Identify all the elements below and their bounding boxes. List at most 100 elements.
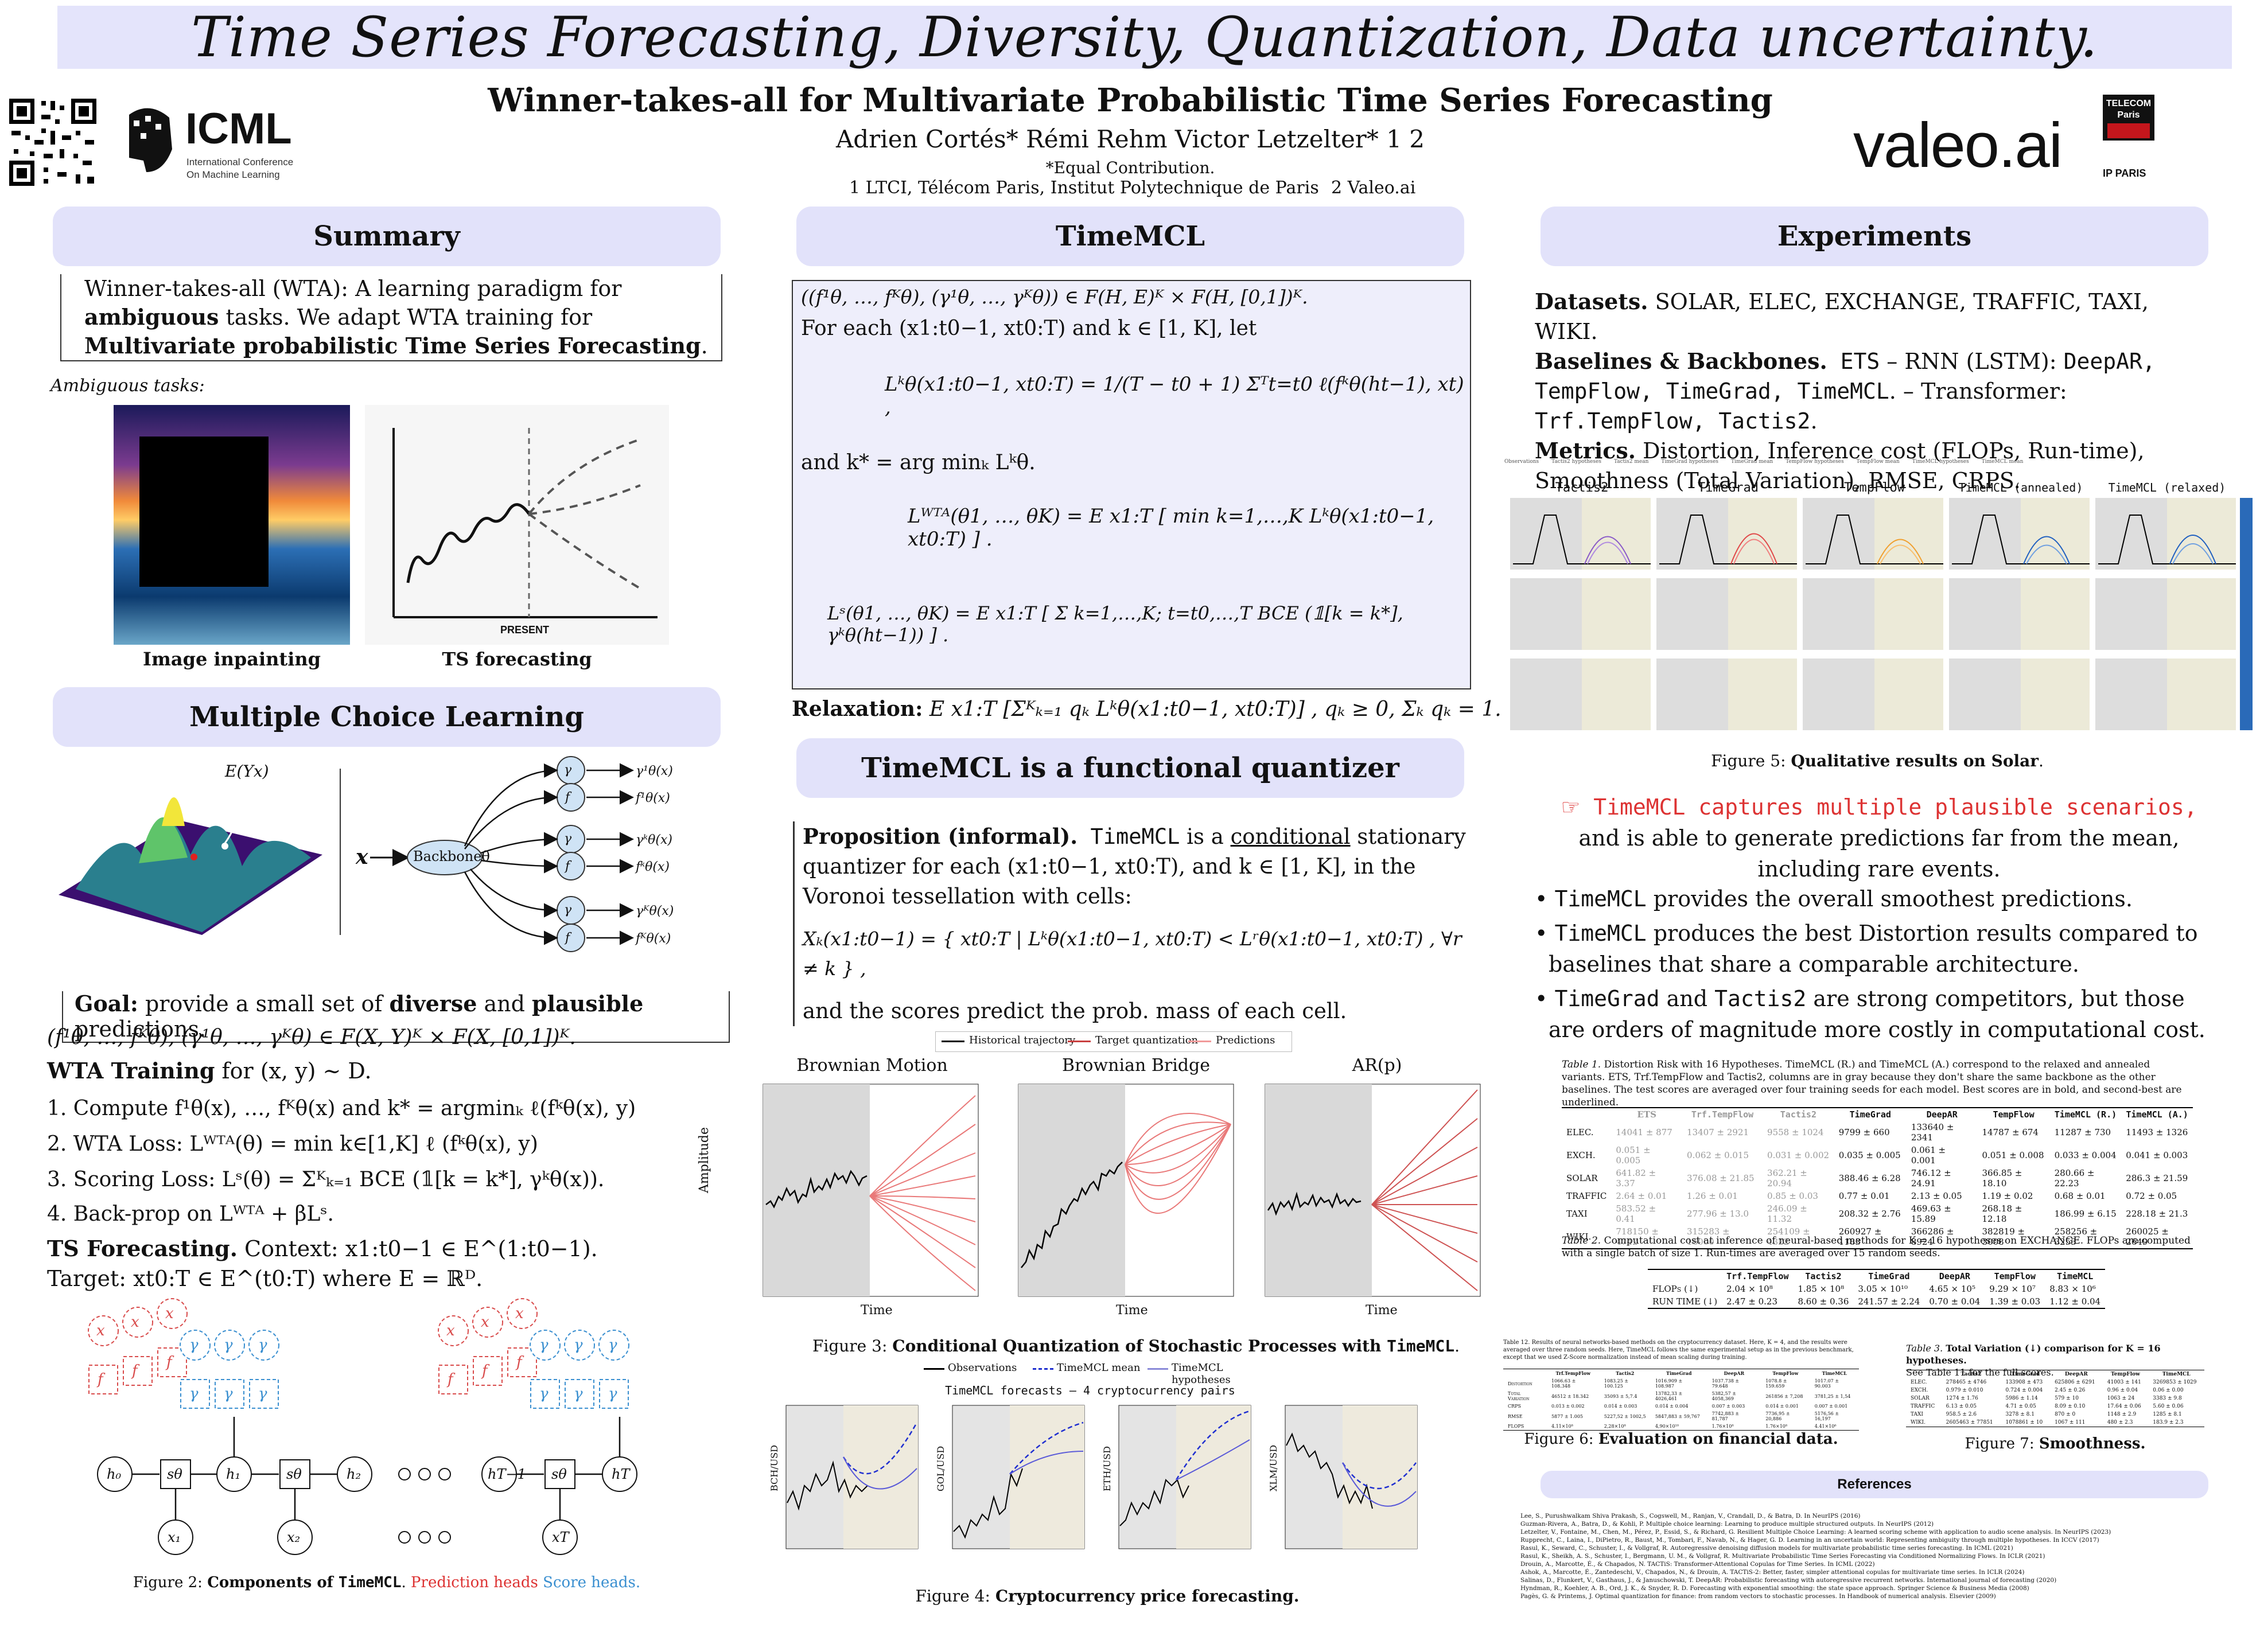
table1-cell: 718150 ± 4742 xyxy=(1616,1226,1659,1247)
table12-cell: 5877 ± 1.005 xyxy=(1551,1413,1584,1419)
timemcl-line-2: For each (x1:t0−1, xt0:T) and k ∈ [1, K]… xyxy=(801,317,1257,340)
table1-cell: 0.72 ± 0.05 xyxy=(2126,1191,2177,1201)
svg-text:γᵏθ(x): γᵏθ(x) xyxy=(636,833,672,847)
table3-cell: SOLAR xyxy=(1911,1396,1930,1401)
hypothesis-space: (f¹θ, …, fᴷθ), (γ¹θ, …, γᴷθ) ∈ F(X, Y)ᴷ … xyxy=(47,1026,576,1049)
table12-cell: 1.76×10⁸ xyxy=(1765,1424,1788,1429)
table2-row: FLOPs (↓) 2.04 × 10⁸ 1.85 × 10⁸ 3.05 × 10¹⁰… xyxy=(1648,1283,2105,1295)
table3-cell: TRAFFIC xyxy=(1911,1404,1935,1409)
reference-item: Rasul, K., Seward, C., Schuster, I., & V… xyxy=(1520,1545,2013,1552)
fig3-ylabel: Amplitude xyxy=(697,1127,711,1193)
table1-cell: 14787 ± 674 xyxy=(1982,1127,2039,1137)
svg-text:x: x xyxy=(165,1305,174,1322)
table2-cell: 1.39 ± 0.03 xyxy=(1989,1296,2041,1307)
table1-cell: 583.52 ± 0.41 xyxy=(1616,1203,1656,1224)
fig4-legend-hyp: TimeMCL hypotheses xyxy=(1172,1362,1231,1386)
table1-cell: 0.77 ± 0.01 xyxy=(1838,1191,1890,1201)
wta-step-2: 2. WTA Loss: Lᵂᵀᴬ(θ) = min k∈[1,K] ℓ (fᵏ… xyxy=(47,1132,538,1156)
table2-cell: 0.70 ± 0.04 xyxy=(1929,1296,1981,1307)
table1-row: EXCH. 0.051 ± 0.005 0.062 ± 0.015 0.031 ± 0… xyxy=(1562,1144,2193,1167)
table1-cell: 382819 ± 3008 xyxy=(1982,1226,2025,1247)
table2-cell: 2.04 × 10⁸ xyxy=(1726,1284,1773,1294)
table3-cell: 17.64 ± 0.06 xyxy=(2107,1404,2141,1409)
table3-cell: ELEC. xyxy=(1911,1380,1927,1385)
timemcl-eq-1: Lᵏθ(x1:t0−1, xt0:T) = 1/(T − t0 + 1) Σᵀt… xyxy=(885,373,1464,419)
table3-caption: Table 3. Total Variation (↓) comparison … xyxy=(1906,1343,2161,1378)
table1-cell: 376.08 ± 21.85 xyxy=(1687,1173,1755,1183)
svg-text:x₁: x₁ xyxy=(168,1529,181,1545)
fig3-panel-ar xyxy=(1265,1084,1481,1297)
reference-item: Guzman-Rivera, A., Batra, D., & Kohli, P… xyxy=(1520,1521,1934,1528)
table3-cell: 1078861 ± 10 xyxy=(2005,1420,2043,1425)
svg-text:γ: γ xyxy=(539,1385,549,1402)
svg-text:γᴷθ(x): γᴷθ(x) xyxy=(636,904,674,918)
bullet-3: • TimeGrad and Tactis2 are strong compet… xyxy=(1535,986,2205,1042)
table1-cell: 0.035 ± 0.005 xyxy=(1838,1150,1901,1160)
table12-cell: 5382,57 ± 4058,369 xyxy=(1711,1391,1736,1401)
table1-cell: 14041 ± 877 xyxy=(1616,1127,1672,1137)
table12-cell: 1078.8 ± 159.659 xyxy=(1765,1378,1787,1389)
ts-forecast-image: PRESENT xyxy=(365,405,669,645)
svg-text:hT: hT xyxy=(612,1466,631,1482)
table1-cell: SOLAR xyxy=(1566,1173,1598,1183)
qr-code xyxy=(7,96,99,188)
table1-cell: 0.033 ± 0.004 xyxy=(2054,1150,2117,1160)
table12-cell: 1083.25 ± 100.125 xyxy=(1604,1378,1629,1389)
table1-cell: 641.82 ± 3.37 xyxy=(1616,1168,1656,1189)
svg-text:γ: γ xyxy=(258,1337,267,1354)
references-list: Lee, S., Purushwalkam Shiva Prakash, S.,… xyxy=(1520,1512,2220,1600)
timemcl-box: ((f¹θ, …, fᴷθ), (γ¹θ, …, γᴷθ)) ∈ F(H, E)… xyxy=(792,280,1471,689)
fig5-figure: Observations Tactis2 hypotheses Tactis2 … xyxy=(1499,459,2256,740)
fig4-ylabel-3: ETH/USD xyxy=(1102,1446,1113,1491)
table1-cell: 0.062 ± 0.015 xyxy=(1687,1150,1749,1160)
fig2-caption: Figure 2: Components of TimeMCL. Predict… xyxy=(133,1574,641,1591)
table2-cell: RUN TIME (↓) xyxy=(1652,1296,1718,1307)
fig3-xlabel-2: Time xyxy=(1116,1303,1148,1318)
ts-forecast-caption: TS forecasting xyxy=(442,648,592,670)
fig3-legend-history: Historical trajectory xyxy=(969,1034,1076,1046)
table1-cell: 469.63 ± 15.89 xyxy=(1911,1203,1951,1224)
table3-cell: 870 ± 0 xyxy=(2055,1412,2076,1417)
table1-row: TAXI 583.52 ± 0.41 277.96 ± 13.0 246.09 ± 1… xyxy=(1562,1202,2193,1225)
svg-text:γ: γ xyxy=(608,1337,617,1354)
table1-cell: TAXI xyxy=(1566,1209,1588,1219)
table3-cell: 5.60 ± 0.06 xyxy=(2153,1404,2184,1409)
table2-cell: 2.47 ± 0.23 xyxy=(1726,1296,1778,1307)
svg-text:fᵏθ(x): fᵏθ(x) xyxy=(635,860,670,874)
fig5-title-annealed: TimeMCL (annealed) xyxy=(1958,481,2083,494)
banner-title: Time Series Forecasting, Diversity, Quan… xyxy=(191,5,2098,69)
svg-text:h₀: h₀ xyxy=(107,1466,121,1482)
inpainting-caption: Image inpainting xyxy=(143,648,321,670)
table1-cell: 0.031 ± 0.002 xyxy=(1767,1150,1830,1160)
svg-text:γ: γ xyxy=(189,1337,199,1354)
timemcl-heading: TimeMCL xyxy=(796,206,1464,266)
table12-cell: 0.013 ± 0.002 xyxy=(1551,1404,1585,1409)
table12-row: FLOPS 4.11×10⁸ 2,28×10⁸ 4,90×10¹⁰ 1.76×10⁸ 1.… xyxy=(1503,1423,1859,1431)
authors: Adrien Cortés* Rémi Rehm Victor Letzelte… xyxy=(835,125,1425,153)
fig5-legend: Observations Tactis2 hypotheses Tactis2 … xyxy=(1504,459,2250,476)
table1-cell: 133640 ± 2341 xyxy=(1911,1122,1954,1143)
table3-cell: 1285 ± 8.1 xyxy=(2153,1412,2182,1417)
svg-text:γ: γ xyxy=(224,1337,233,1354)
table3-cell: 6.13 ± 0.05 xyxy=(1946,1404,1977,1409)
svg-text:γ: γ xyxy=(564,903,572,917)
fig3-legend: Historical trajectory Target quantizatio… xyxy=(935,1031,1292,1052)
table12-cell: 1017.07 ± 90.003 xyxy=(1814,1378,1839,1389)
table1-cell: 2.13 ± 0.05 xyxy=(1911,1191,1962,1201)
table12-header-row: Trf.TempFlow Tactis2 TimeGrad DeepAR TempFlo… xyxy=(1555,1370,1847,1376)
fig3-xlabel-3: Time xyxy=(1366,1303,1398,1318)
table1-row: ELEC. 14041 ± 877 13407 ± 2921 9558 ± 1024 9… xyxy=(1562,1121,2193,1144)
table3-row: ELEC. 278465 ± 4746 133908 ± 473 625806 ± 6… xyxy=(1906,1378,2204,1386)
table12-cell: 1.76×10⁸ xyxy=(1711,1424,1734,1429)
svg-text:γ: γ xyxy=(258,1385,267,1402)
icml-head-icon xyxy=(129,108,172,172)
table12-row: Distortion 1066.63 ± 108.348 1083.25 ± 100… xyxy=(1503,1377,1859,1390)
table1: ETS Trf.TempFlow Tactis2 TimeGrad DeepAR Temp… xyxy=(1562,1107,2193,1249)
summary-heading: Summary xyxy=(53,206,721,266)
paper-title: Winner-takes-all for Multivariate Probab… xyxy=(488,81,1773,119)
fig3-panel-bridge xyxy=(1018,1084,1234,1297)
timemcl-line-3: and k* = arg minₖ Lᵏθ. xyxy=(801,451,1036,474)
table12-cell: 0.014 ± 0.001 xyxy=(1765,1404,1799,1409)
fig3-xlabel-1: Time xyxy=(861,1303,893,1318)
table3-cell: 4.71 ± 0.05 xyxy=(2005,1404,2036,1409)
